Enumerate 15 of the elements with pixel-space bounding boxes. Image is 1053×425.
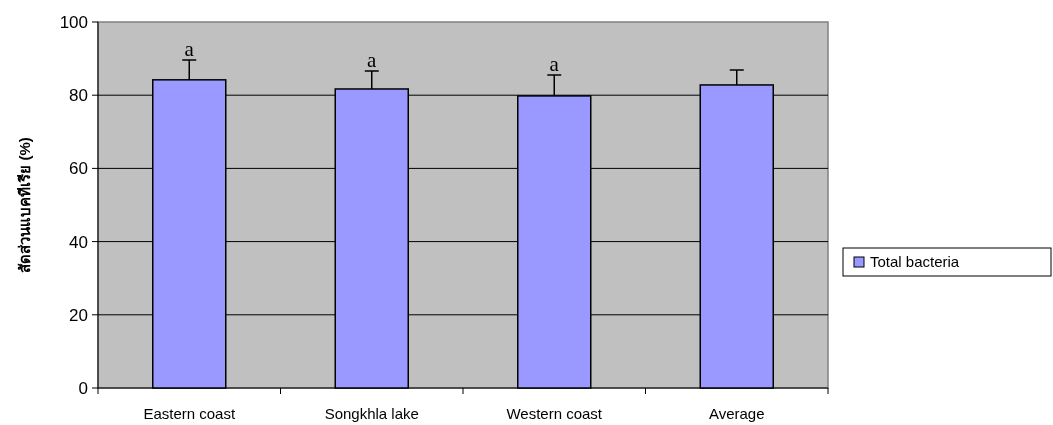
x-tick-label: Western coast <box>506 405 603 422</box>
legend-label: Total bacteria <box>870 253 960 270</box>
x-tick-label: Songkhla lake <box>324 405 419 422</box>
y-tick-label: 80 <box>69 86 88 106</box>
x-tick-label: Eastern coast <box>143 405 236 422</box>
y-tick-label: 0 <box>78 379 88 398</box>
y-tick-label: 40 <box>69 232 88 252</box>
y-tick-label: 60 <box>69 159 88 179</box>
annotation: a <box>549 52 560 77</box>
y-tick-label: 100 <box>59 13 88 32</box>
annotation: a <box>367 48 378 73</box>
x-tick-label: Average <box>708 405 765 422</box>
y-tick-label: 20 <box>69 305 88 325</box>
y-axis-title: สัดส่วนแบคทีเรีย (%) <box>16 137 33 273</box>
annotation: a <box>184 37 195 62</box>
